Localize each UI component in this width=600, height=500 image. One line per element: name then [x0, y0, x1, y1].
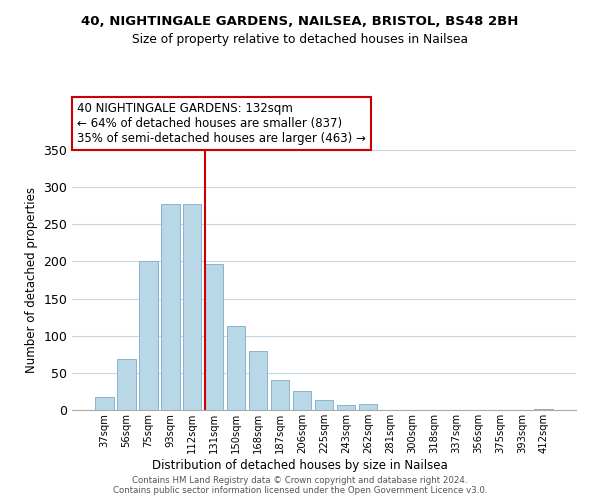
Y-axis label: Number of detached properties: Number of detached properties [25, 187, 38, 373]
Bar [183, 204, 202, 410]
Bar [227, 326, 245, 410]
Bar [205, 264, 223, 410]
Bar [139, 262, 158, 410]
Bar [535, 408, 553, 410]
Text: 40, NIGHTINGALE GARDENS, NAILSEA, BRISTOL, BS48 2BH: 40, NIGHTINGALE GARDENS, NAILSEA, BRISTO… [82, 15, 518, 28]
Bar [95, 396, 113, 410]
Bar [117, 360, 136, 410]
Text: Size of property relative to detached houses in Nailsea: Size of property relative to detached ho… [132, 32, 468, 46]
Text: Distribution of detached houses by size in Nailsea: Distribution of detached houses by size … [152, 460, 448, 472]
Bar [359, 404, 377, 410]
Bar [271, 380, 289, 410]
Text: Contains HM Land Registry data © Crown copyright and database right 2024.
Contai: Contains HM Land Registry data © Crown c… [113, 476, 487, 495]
Bar [314, 400, 334, 410]
Bar [293, 392, 311, 410]
Bar [161, 204, 179, 410]
Bar [249, 352, 268, 410]
Text: 40 NIGHTINGALE GARDENS: 132sqm
← 64% of detached houses are smaller (837)
35% of: 40 NIGHTINGALE GARDENS: 132sqm ← 64% of … [77, 102, 366, 145]
Bar [337, 405, 355, 410]
